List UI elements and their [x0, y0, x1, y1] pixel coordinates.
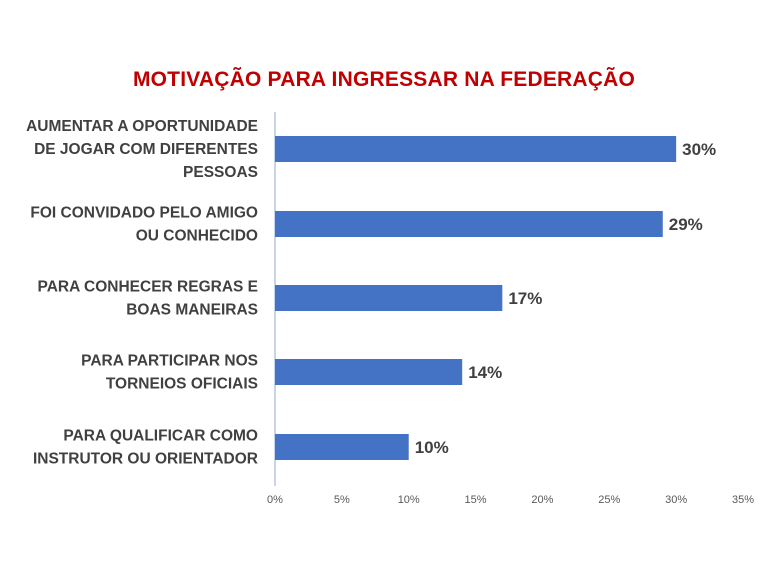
bar	[275, 136, 677, 162]
data-label: 30%	[682, 140, 716, 159]
category-label: INSTRUTOR OU ORIENTADOR	[33, 451, 258, 468]
bar	[275, 359, 463, 385]
category-label: PARA PARTICIPAR NOS	[81, 353, 258, 370]
x-tick-label: 20%	[531, 494, 553, 506]
x-tick-label: 0%	[267, 494, 283, 506]
bar	[275, 211, 663, 237]
category-label: OU CONHECIDO	[136, 228, 258, 245]
category-label: AUMENTAR A OPORTUNIDADE	[26, 118, 258, 135]
x-tick-label: 15%	[465, 494, 487, 506]
category-label: TORNEIOS OFICIAIS	[106, 376, 258, 393]
category-label: PARA CONHECER REGRAS E	[38, 279, 258, 296]
x-tick-label: 35%	[732, 494, 754, 506]
category-label: BOAS MANEIRAS	[126, 302, 258, 319]
data-label: 17%	[508, 289, 542, 308]
data-label: 29%	[669, 215, 703, 234]
category-label: FOI CONVIDADO PELO AMIGO	[30, 205, 258, 222]
x-tick-label: 10%	[398, 494, 420, 506]
data-label: 10%	[415, 438, 449, 457]
category-label: PARA QUALIFICAR COMO	[63, 428, 258, 445]
x-tick-label: 25%	[598, 494, 620, 506]
data-label: 14%	[468, 363, 502, 382]
chart-title: MOTIVAÇÃO PARA INGRESSAR NA FEDERAÇÃO	[132, 68, 636, 91]
category-label: DE JOGAR COM DIFERENTES	[34, 141, 258, 158]
category-label: PESSOAS	[183, 164, 258, 181]
bar	[275, 434, 409, 460]
x-tick-label: 5%	[334, 494, 350, 506]
bar	[275, 285, 503, 311]
x-tick-label: 30%	[665, 494, 687, 506]
